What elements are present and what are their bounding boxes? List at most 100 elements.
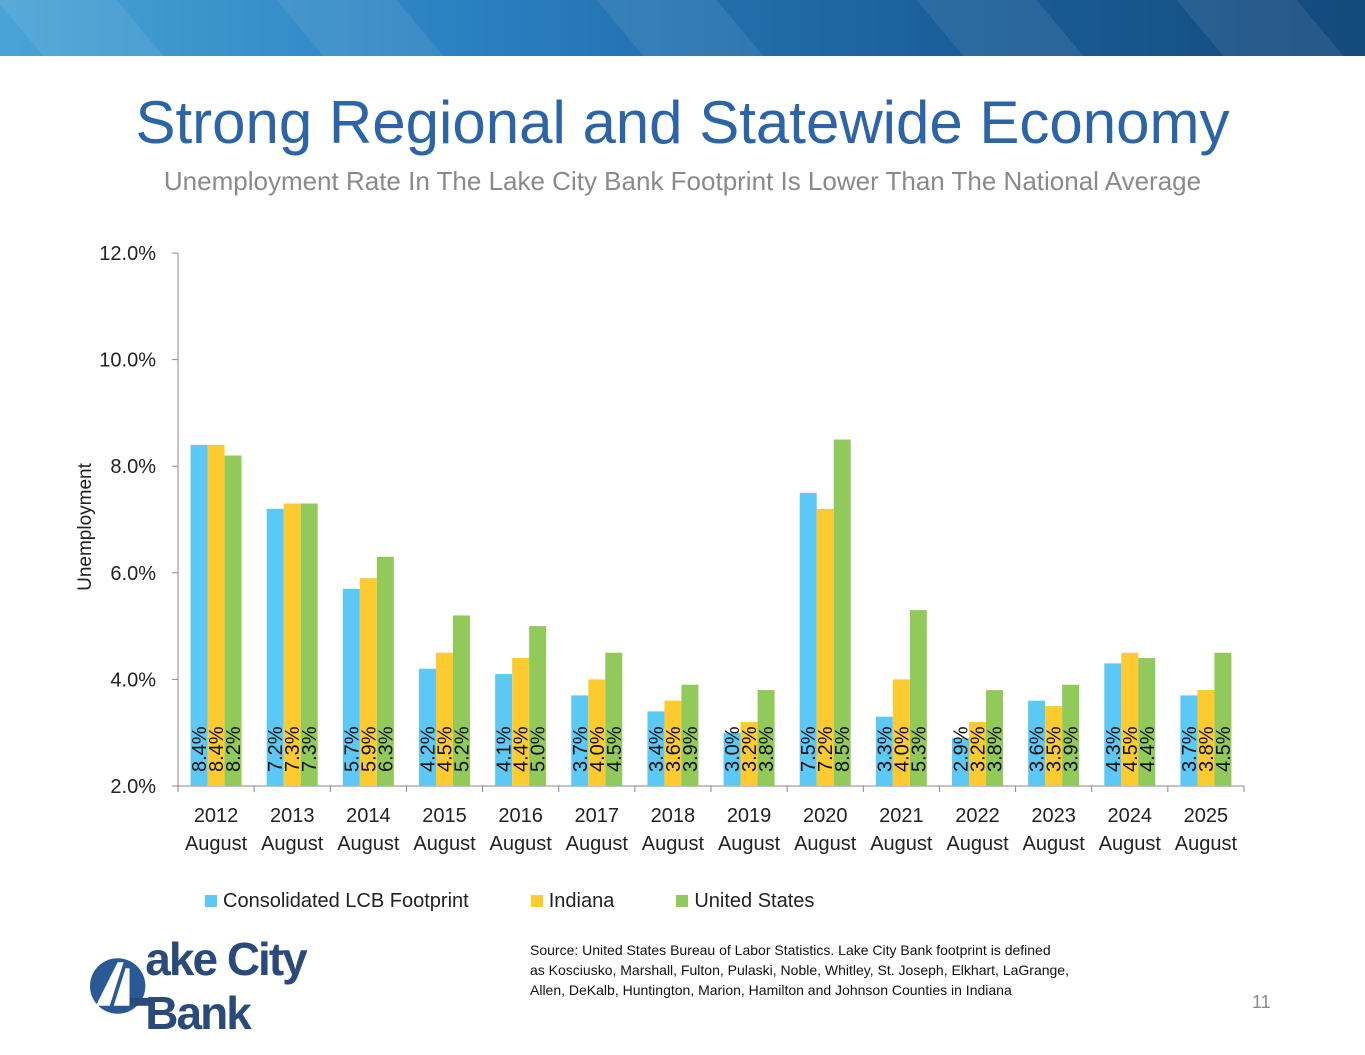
data-label: 4.4% [1137,726,1159,772]
x-tick-label-year: 2022 [955,805,1000,827]
data-label: 4.5% [604,726,626,772]
data-label: 4.5% [1120,726,1142,772]
data-label: 8.4% [189,726,211,772]
data-label: 8.2% [223,726,245,772]
x-tick-label-month: August [566,833,629,855]
x-tick-label-month: August [642,833,705,855]
bar [224,455,242,786]
bar [1062,684,1080,786]
x-tick-label-month: August [870,833,933,855]
data-label: 7.3% [299,726,321,772]
x-tick-label-month: August [413,833,476,855]
bar [740,722,758,786]
legend-item-indiana: Indiana [530,889,615,913]
x-tick-label-month: August [794,833,857,855]
y-tick-label: 2.0% [110,776,156,798]
legend-label-us: United States [694,889,815,912]
legend-item-lcb: Consolidated LCB Footprint [205,890,469,913]
x-tick-label-year: 2024 [1108,805,1153,827]
data-label: 3.2% [968,726,990,772]
data-label: 4.4% [511,726,533,772]
legend-swatch-us [676,895,689,907]
bar [190,444,208,786]
x-tick-label-month: August [337,833,400,855]
bar [359,578,377,786]
y-tick-label: 4.0% [110,669,156,691]
bar [283,503,301,786]
bar [909,610,927,786]
x-tick-label-year: 2013 [270,805,315,827]
data-label: 3.7% [1179,726,1201,772]
x-tick-label-month: August [1023,833,1086,855]
data-label: 4.3% [1103,726,1125,772]
bar [816,508,834,786]
data-label: 5.3% [908,726,930,772]
top-banner [0,0,1365,56]
bar [1104,663,1122,786]
bar [419,668,436,786]
y-axis-title: Unemployment [75,462,96,590]
bar [300,503,318,786]
data-label: 4.5% [1213,726,1235,772]
x-tick-label-year: 2021 [879,805,924,827]
data-label: 3.8% [756,726,778,772]
data-label: 6.3% [375,726,397,772]
data-label: 4.2% [418,726,440,772]
bar [952,738,969,786]
data-label: 3.8% [1196,726,1218,772]
bar [892,679,910,786]
data-label: 3.6% [1027,726,1049,772]
data-label: 3.6% [663,726,685,772]
bar [1197,690,1215,786]
y-tick-label: 12.0% [99,243,156,265]
x-tick-label-month: August [946,833,1009,855]
data-label: 3.8% [985,726,1007,772]
bar [986,690,1003,786]
data-label: 7.5% [798,726,820,772]
data-label: 3.2% [739,726,761,772]
data-label: 5.0% [528,726,550,772]
legend-label-lcb: Consolidated LCB Footprint [223,889,469,912]
x-tick-label-year: 2018 [651,805,696,827]
data-label: 4.1% [494,726,516,772]
data-label: 8.4% [206,726,228,772]
data-label: 3.9% [1061,726,1083,772]
page-number: 11 [1252,992,1271,1012]
x-tick-label-month: August [1099,833,1162,855]
bar [495,674,513,786]
data-label: 7.2% [265,726,287,772]
bar [436,652,453,786]
bar [588,679,606,786]
legend-item-us: United States [676,890,814,913]
logo-text: ake City Bank [145,933,307,1039]
data-label: 3.5% [1044,726,1066,772]
x-tick-label-month: August [1175,833,1238,855]
data-label: 3.9% [680,726,702,772]
lake-city-bank-logo: ake City Bank [88,933,418,1039]
bar [207,444,225,786]
bar [833,439,851,786]
data-label: 3.4% [646,726,668,772]
legend-label-indiana: Indiana [548,889,615,912]
x-tick-label-month: August [490,833,553,855]
data-label: 3.7% [570,726,592,772]
x-tick-label-month: August [185,833,248,855]
chart-legend: Consolidated LCB Footprint Indiana Unite… [205,888,876,914]
data-label: 3.3% [874,726,896,772]
x-tick-label-year: 2015 [422,805,467,827]
bar [571,695,589,786]
bar [1045,706,1063,786]
data-label: 7.3% [282,726,304,772]
data-label: 4.0% [587,726,609,772]
bar [605,652,623,786]
y-tick-label: 6.0% [110,563,156,585]
source-line: Source: United States Bureau of Labor St… [530,942,1051,958]
bar [529,626,547,786]
data-label: 2.9% [951,726,973,772]
x-tick-label-year: 2025 [1184,805,1229,827]
x-tick-label-month: August [718,833,781,855]
bar [969,722,986,786]
bar [875,716,893,786]
data-label: 4.5% [435,726,457,772]
x-tick-label-year: 2020 [803,805,848,827]
